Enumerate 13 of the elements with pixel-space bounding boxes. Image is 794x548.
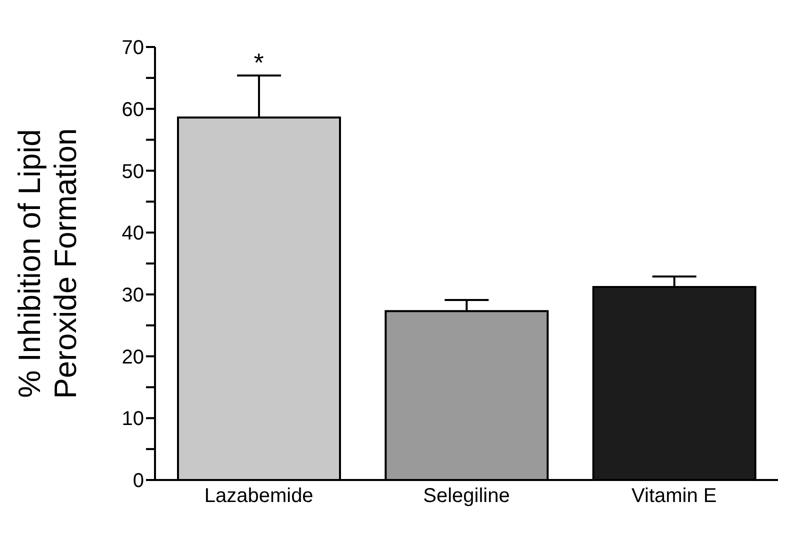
y-tick-label: 70 [122,37,144,60]
x-tick-label: Selegiline [423,485,510,508]
y-tick-label: 0 [132,470,144,492]
annotation: * [254,47,264,78]
y-tick-label: 50 [122,160,144,183]
y-tick-label: 30 [122,284,144,307]
y-axis-title: % Inhibition of Lipid Peroxide Formation [12,128,83,399]
y-tick-label: 20 [122,346,144,368]
y-tick-label: 60 [122,98,144,121]
x-tick-label: Vitamin E [632,485,717,508]
y-tick-label: 40 [122,222,144,245]
x-tick-label: Lazabemide [204,485,314,508]
y-tick-label: 10 [122,408,144,430]
